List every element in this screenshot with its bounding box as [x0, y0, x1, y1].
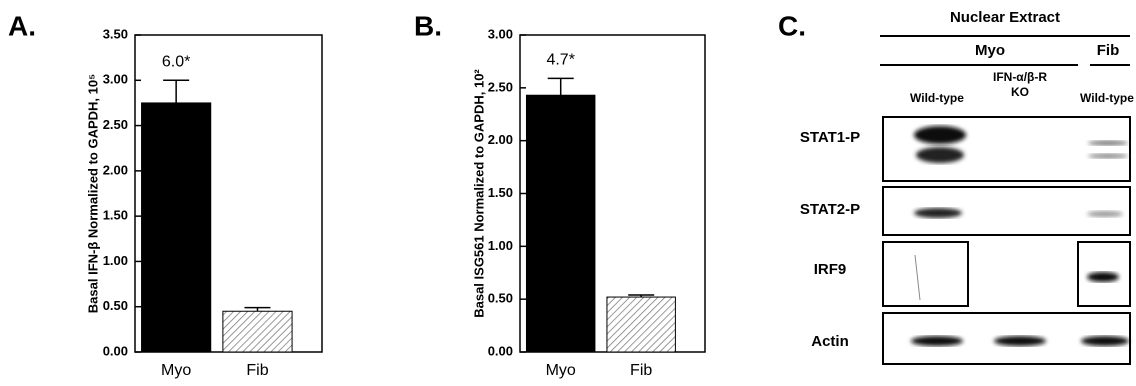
band [1088, 141, 1128, 146]
y-tick-label: 2.00 [488, 132, 513, 147]
panel-label: C. [778, 10, 806, 41]
y-tick-label: 3.50 [103, 26, 128, 41]
x-tick-label: Fib [630, 362, 652, 379]
y-tick-label: 3.00 [103, 72, 128, 87]
blot-title: Nuclear Extract [950, 9, 1060, 26]
bar [526, 95, 594, 352]
band [914, 208, 962, 218]
panel-label: B. [414, 10, 442, 41]
y-tick-label: 0.50 [488, 291, 513, 306]
y-tick-label: 0.00 [103, 343, 128, 358]
band [994, 336, 1046, 346]
lane-label: Wild-type [1080, 91, 1134, 105]
x-tick-label: Myo [546, 362, 576, 379]
x-tick-label: Myo [161, 362, 191, 379]
x-tick-label: Fib [246, 362, 268, 379]
bar [607, 297, 675, 352]
panel-label: A. [8, 10, 36, 41]
annotation: 6.0* [162, 54, 190, 71]
band [1087, 211, 1123, 217]
y-tick-label: 0.50 [103, 298, 128, 313]
y-tick-label: 1.00 [103, 253, 128, 268]
row-label: Actin [811, 333, 849, 350]
band [916, 147, 964, 163]
y-tick-label: 3.00 [488, 26, 513, 41]
row-label: STAT1-P [800, 129, 860, 146]
band [1087, 272, 1119, 282]
row-label: IRF9 [814, 261, 847, 278]
y-axis-label: Basal IFN-β Normalized to GAPDH, 10⁵ [85, 74, 100, 313]
y-tick-label: 1.00 [488, 238, 513, 253]
band [914, 126, 966, 144]
band [1088, 154, 1128, 159]
annotation: 4.7* [546, 52, 574, 69]
lane-label: KO [1011, 85, 1029, 99]
blot-panel: C. Nuclear Extract Myo Fib Wild-type IFN… [778, 9, 1134, 364]
y-axis-label: Basal ISG561 Normalized to GAPDH, 10² [471, 69, 486, 318]
blot-strip [883, 117, 1130, 181]
bar [142, 103, 211, 352]
row-label: STAT2-P [800, 201, 860, 218]
group-label: Fib [1097, 42, 1120, 59]
y-tick-label: 0.00 [488, 343, 513, 358]
band [1081, 336, 1129, 346]
lane-label: IFN-α/β-R [993, 70, 1047, 84]
figure: C. Nuclear Extract Myo Fib Wild-type IFN… [0, 0, 1136, 386]
y-tick-label: 2.00 [103, 162, 128, 177]
band [911, 336, 963, 346]
y-tick-label: 1.50 [103, 208, 128, 223]
group-label: Myo [975, 42, 1005, 59]
y-tick-label: 2.50 [488, 79, 513, 94]
lane-label: Wild-type [910, 91, 964, 105]
blot-strip [883, 242, 968, 306]
y-tick-label: 1.50 [488, 185, 513, 200]
bar [223, 311, 292, 352]
y-tick-label: 2.50 [103, 117, 128, 132]
